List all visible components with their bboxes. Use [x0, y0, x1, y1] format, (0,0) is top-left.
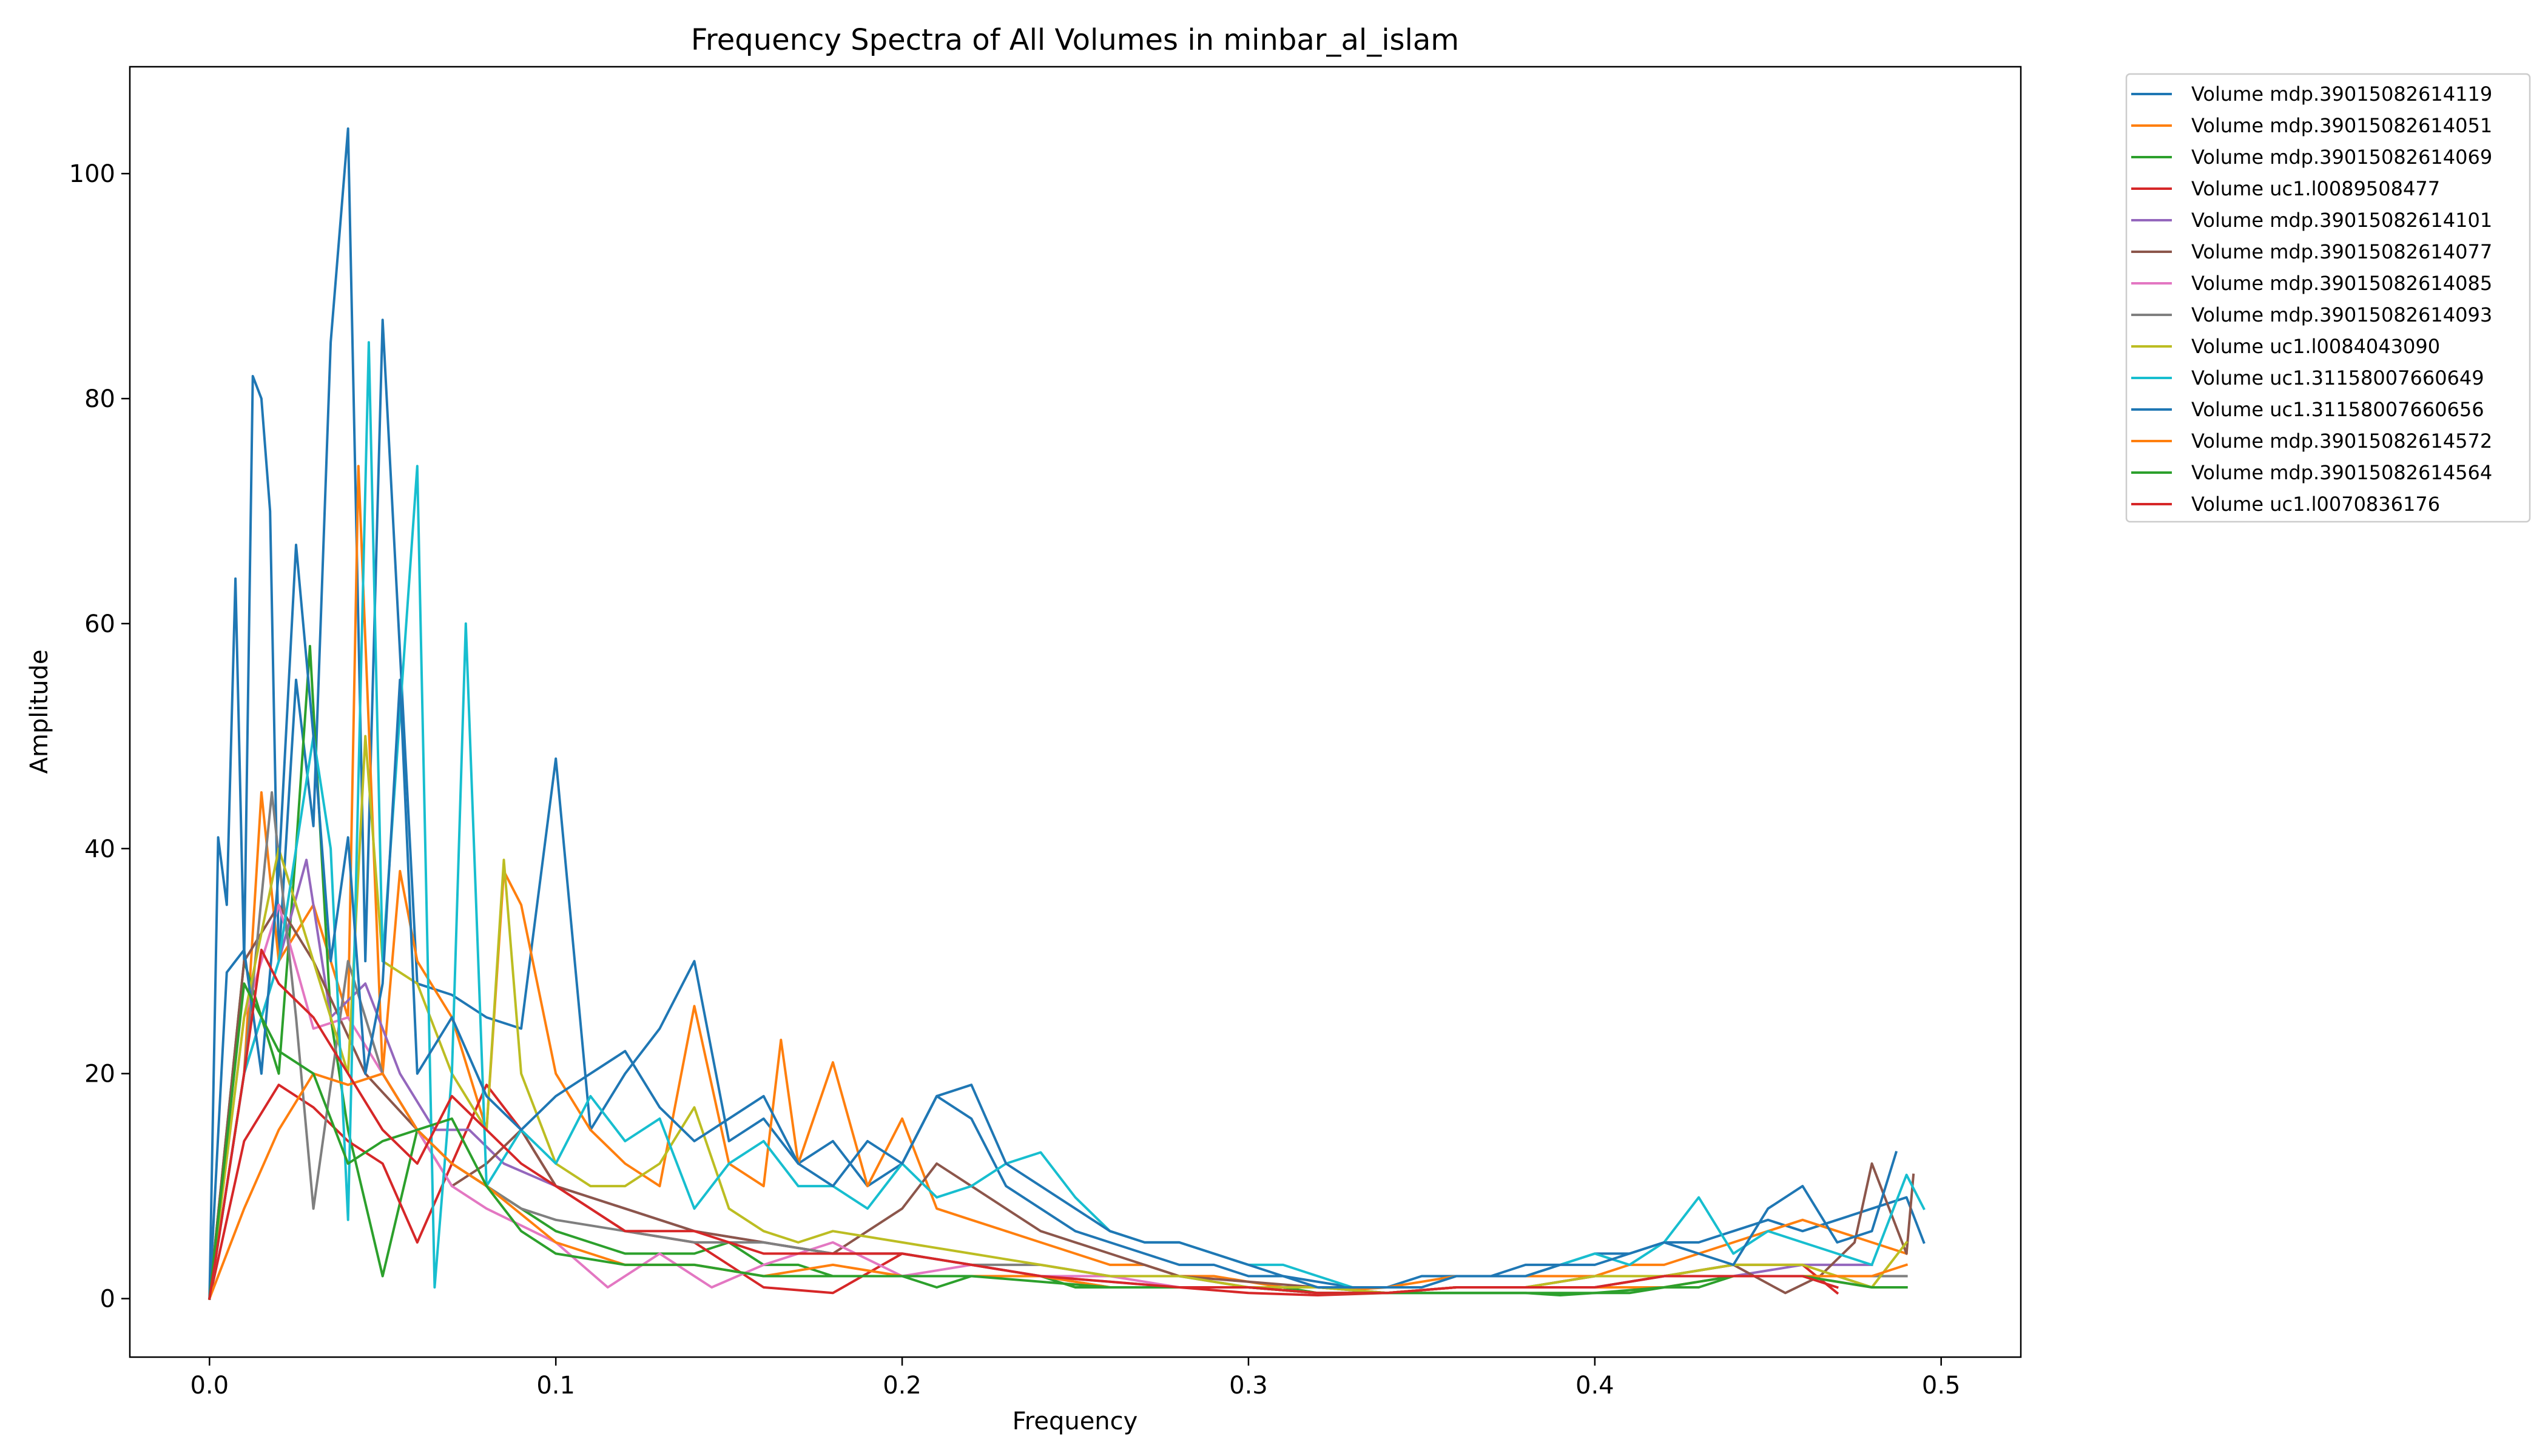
y-tick-label: 0	[100, 1286, 115, 1313]
x-tick-label: 0.4	[1576, 1372, 1614, 1400]
y-axis: 0 20 40 60 80 100	[69, 160, 130, 1313]
legend-label: Volume uc1.l0089508477	[2191, 177, 2440, 200]
plot-background	[130, 67, 2021, 1357]
y-tick-label: 40	[84, 835, 115, 863]
y-tick-label: 60	[84, 610, 115, 638]
legend-label: Volume mdp.39015082614051	[2191, 114, 2492, 137]
y-tick-label: 100	[69, 160, 115, 188]
plot-area	[129, 66, 2022, 1358]
plot-frame	[129, 66, 2022, 1358]
chart-title: Frequency Spectra of All Volumes in minb…	[691, 23, 1459, 57]
legend-label: Volume mdp.39015082614119	[2191, 83, 2492, 106]
legend-label: Volume uc1.l0084043090	[2191, 335, 2440, 358]
x-tick-label: 0.5	[1922, 1372, 1961, 1400]
y-axis-label: Amplitude	[25, 650, 53, 774]
x-axis-label: Frequency	[1013, 1407, 1138, 1435]
y-tick-label: 80	[84, 385, 115, 413]
legend-label: Volume mdp.39015082614085	[2191, 272, 2492, 295]
series-line-14	[208, 948, 1839, 1300]
x-tick-label: 0.2	[883, 1372, 922, 1400]
y-tick-label: 20	[84, 1060, 115, 1088]
x-tick-label: 0.3	[1229, 1372, 1268, 1400]
legend-label: Volume uc1.31158007660656	[2191, 398, 2484, 421]
legend-label: Volume uc1.l0070836176	[2191, 493, 2440, 516]
legend-label: Volume uc1.31158007660649	[2191, 366, 2484, 389]
x-tick-label: 0.1	[536, 1372, 575, 1400]
legend-label: Volume mdp.39015082614572	[2191, 430, 2492, 453]
legend-box	[2125, 73, 2531, 523]
legend-label: Volume mdp.39015082614564	[2191, 461, 2492, 484]
series-lines	[207, 127, 1926, 1301]
x-tick-label: 0.0	[190, 1372, 229, 1400]
legend-label: Volume mdp.39015082614077	[2191, 240, 2492, 263]
legend-label: Volume mdp.39015082614093	[2191, 303, 2492, 326]
legend-items: Volume mdp.39015082614119 Volume mdp.3901…	[2131, 83, 2492, 516]
series-line-11	[208, 544, 1898, 1300]
series-line-13	[208, 982, 1908, 1300]
x-axis: 0.0 0.1 0.2 0.3 0.4 0.5	[190, 1357, 1961, 1400]
legend-label: Volume mdp.39015082614101	[2191, 209, 2492, 232]
legend-label: Volume mdp.39015082614069	[2191, 146, 2492, 169]
legend: Volume mdp.39015082614119 Volume mdp.3901…	[2125, 73, 2531, 523]
